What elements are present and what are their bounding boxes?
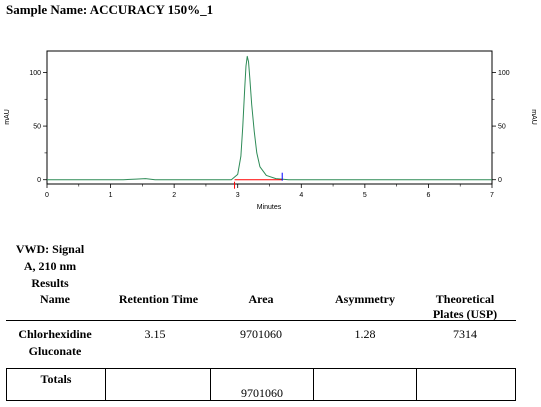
- y-tick-label-right: 100: [498, 70, 510, 77]
- x-tick-label: 2: [172, 192, 176, 199]
- header-name: Name: [40, 292, 70, 306]
- totals-empty-cell-2: [313, 368, 417, 401]
- row-asymmetry: 1.28: [354, 327, 376, 341]
- header-plates-line-2: Plates (USP): [432, 307, 498, 321]
- header-area: Area: [248, 292, 274, 306]
- y-tick-label-right: 0: [498, 177, 502, 184]
- header-underline: [6, 320, 516, 321]
- x-tick-label: 7: [490, 192, 494, 199]
- totals-area: 9701060: [241, 386, 283, 400]
- plot-frame: [46, 50, 493, 185]
- sample-title: Sample Name: ACCURACY 150%_1: [6, 2, 214, 17]
- signal-trace: [47, 55, 492, 181]
- y-axis-label-right: mAU: [530, 109, 537, 125]
- x-tick-label: 3: [236, 192, 240, 199]
- row-name-line-2: Gluconate: [28, 344, 82, 358]
- y-tick-label-left: 0: [37, 177, 41, 184]
- totals-label: Totals: [40, 372, 72, 386]
- x-tick-label: 6: [426, 192, 430, 199]
- chromatogram-chart: 0 1 2 3 4 5 6 7 0 0 50 50 100 100 mAU mAU Minutes: [4, 50, 537, 211]
- header-theoretical-plates: Theoretical Plates (USP): [415, 292, 515, 321]
- y-axis-label-left: mAU: [4, 109, 11, 125]
- y-tick-label-left: 50: [33, 124, 41, 131]
- totals-label-cell: Totals: [6, 368, 106, 401]
- totals-row: Totals 9701060: [6, 368, 516, 401]
- caption-line-1: VWD: Signal: [15, 242, 85, 256]
- row-area: 9701060: [240, 327, 282, 341]
- totals-area-cell: 9701060: [210, 368, 314, 401]
- caption-line-2: A, 210 nm: [23, 259, 77, 273]
- row-name: Chlorhexidine Gluconate: [10, 327, 100, 358]
- x-axis-label: Minutes: [257, 204, 282, 211]
- row-retention-time: 3.15: [144, 327, 166, 341]
- caption-line-3: Results: [31, 276, 69, 290]
- x-tick-label: 4: [299, 192, 303, 199]
- x-tick-label: 1: [109, 192, 113, 199]
- x-tick-label: 0: [45, 192, 49, 199]
- results-caption: VWD: Signal A, 210 nm Results: [10, 242, 90, 290]
- totals-empty-cell-1: [105, 368, 211, 401]
- totals-table: Totals 9701060: [6, 368, 516, 401]
- header-asymmetry: Asymmetry: [335, 292, 395, 306]
- row-plates: 7314: [453, 327, 477, 341]
- x-tick-label: 5: [363, 192, 367, 199]
- header-plates-line-1: Theoretical: [435, 292, 495, 306]
- y-tick-label-left: 100: [29, 70, 41, 77]
- header-retention-time: Retention Time: [118, 292, 199, 306]
- y-tick-label-right: 50: [498, 124, 506, 131]
- row-name-line-1: Chlorhexidine: [18, 327, 92, 341]
- totals-empty-cell-3: [416, 368, 516, 401]
